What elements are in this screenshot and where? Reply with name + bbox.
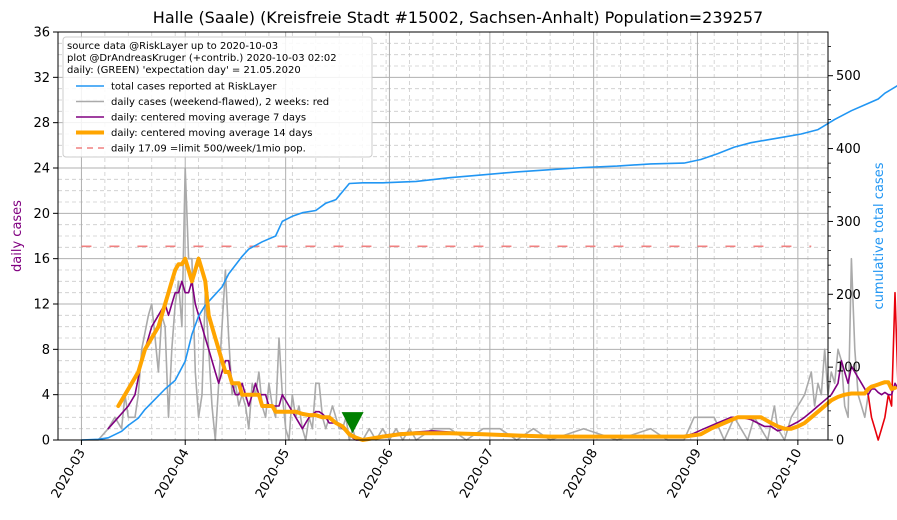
y-axis-label-left: daily cases <box>10 200 25 272</box>
series-line-0 <box>80 85 897 441</box>
y-right-tick-label: 400 <box>836 142 861 157</box>
y-left-tick-label: 8 <box>42 343 50 358</box>
series-line-4 <box>116 256 897 442</box>
legend-label: daily 17.09 =limit 500/week/1mio pop. <box>111 144 306 155</box>
y-right-tick-label: 0 <box>836 434 844 449</box>
y-right-tick-label: 200 <box>836 288 861 303</box>
legend-header-line: plot @DrAndreasKruger (+contrib.) 2020-1… <box>67 53 337 64</box>
y-left-tick-label: 12 <box>33 298 50 313</box>
legend-header-line: daily: (GREEN) 'expectation day' = 21.05… <box>67 65 301 76</box>
y-right-tick-label: 300 <box>836 215 861 230</box>
y-left-tick-label: 32 <box>33 71 50 86</box>
y-left-tick-label: 4 <box>42 388 50 403</box>
marker-layer <box>341 412 364 434</box>
y-left-tick-label: 20 <box>33 207 50 222</box>
legend-label: daily: centered moving average 7 days <box>111 113 306 124</box>
legend: source data @RiskLayer up to 2020-10-03p… <box>62 36 373 158</box>
expectation-day-marker <box>341 412 364 434</box>
y-left-tick-label: 16 <box>33 252 50 267</box>
legend-label: total cases reported at RiskLayer <box>111 82 277 93</box>
series-line-2 <box>867 291 897 441</box>
y-right-tick-label: 500 <box>836 69 861 84</box>
legend-header-line: source data @RiskLayer up to 2020-10-03 <box>67 41 278 52</box>
y-right-tick-label: 100 <box>836 361 861 376</box>
chart-title: Halle (Saale) (Kreisfreie Stadt #15002, … <box>153 8 763 27</box>
series-layer <box>80 85 897 442</box>
y-left-tick-label: 24 <box>33 162 50 177</box>
legend-label: daily: centered moving average 14 days <box>111 128 312 139</box>
y-left-tick-label: 0 <box>42 434 50 449</box>
y-axis-label-right: cumulative total cases <box>872 162 887 309</box>
legend-label: daily cases (weekend-flawed), 2 weeks: r… <box>111 97 329 108</box>
legend-box <box>62 36 373 158</box>
y-left-tick-label: 36 <box>33 26 50 41</box>
y-left-tick-label: 28 <box>33 116 50 131</box>
